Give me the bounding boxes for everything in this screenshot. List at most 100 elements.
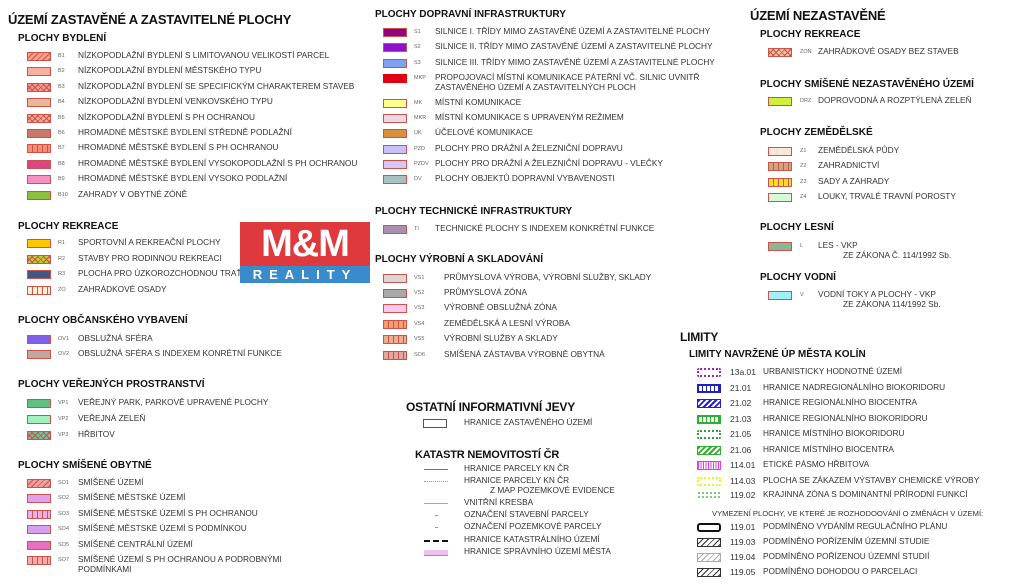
legend-swatch-icon [27,415,51,424]
legend-label-line: SPORTOVNÍ A REKREAČNÍ PLOCHY [78,237,221,247]
legend-label: HRANICE KATASTRÁLNÍHO ÚZEMÍ [464,534,600,545]
legend-code: VS1 [414,275,425,281]
legend-item: B8 HROMADNÉ MĚSTSKÉ BYDLENÍ VYSOKOPODLAŽN… [0,158,357,171]
delimitation-label: PODMÍNĚNO POŘÍZENOU ÚZEMNÍ STUDIÍ [763,551,930,561]
heading-limits-sub: LIMITY NAVRŽENÉ ÚP MĚSTA KOLÍN [689,349,866,360]
legend-label: NÍZKOPODLAŽNÍ BYDLENÍ S LIMITOVANOU VELI… [78,50,329,61]
heading-cadastre: KATASTR NEMOVITOSTÍ ČR [415,449,560,461]
legend-item: MKP PROPOJOVACÍ MÍSTNÍ KOMUNIKACE PÁTEŘNÍ… [0,72,699,91]
legend-code: B5 [58,115,65,121]
legend-swatch-icon [27,52,51,61]
limit-label: HRANICE MÍSTNÍHO BIOCENTRA [763,444,894,454]
limit-label: HRANICE NADREGIONÁLNÍHO BIOKORIDORU [763,382,946,392]
legend-swatch-icon [383,335,407,344]
legend-swatch-icon [27,175,51,184]
limit-symbol-icon [697,384,721,393]
legend-swatch-icon [383,99,407,108]
legend-label: NÍZKOPODLAŽNÍ BYDLENÍ SE SPECIFICKÝM CHA… [78,81,354,92]
legend-item: B3 NÍZKOPODLAŽNÍ BYDLENÍ SE SPECIFICKÝM C… [0,81,354,94]
legend-label-line: PROPOJOVACÍ MÍSTNÍ KOMUNIKACE PÁTEŘNÍ VČ… [435,72,700,82]
legend-code: B1 [58,53,65,59]
legend-item: HRANICE PARCELY KN ČR [0,463,569,476]
legend-item: SO4 SMÍŠENÉ MĚSTSKÉ ÚZEMÍ S PODMÍNKOU [0,523,247,536]
legend-item: S1 SILNICE I. TŘÍDY MIMO ZASTAVĚNÉ ÚZEMÍ … [0,26,710,39]
limit-code: 21.03 [730,414,752,424]
delimitation-note: VYMEZENÍ PLOCHY, VE KTERÉ JE ROZHODOOVÁN… [712,509,984,518]
legend-label: NÍZKOPODLAŽNÍ BYDLENÍ VENKOVSKÉHO TYPU [78,96,273,107]
group-heading: PLOCHY SMÍŠENÉ OBYTNÉ [18,460,152,471]
legend-label-line: HRANICE PARCELY KN ČR [464,463,570,473]
legend-label: SMÍŠENÁ ZÁSTAVBA VÝROBNĚ OBYTNÁ [444,349,605,360]
legend-label: DOPROVODNÁ A ROZPTÝLENÁ ZELEŇ [818,95,972,106]
legend-swatch-icon [383,59,407,68]
legend-label-line: SMÍŠENÉ ÚZEMÍ S PH OCHRANOU A PODROBNÝMI [78,554,282,564]
legend-label: ZAHRADNICTVÍ [818,160,879,171]
legend-label-line: HROMADNÉ MĚSTSKÉ BYDLENÍ S PH OCHRANOU [78,142,279,152]
legend-swatch-icon [27,556,51,565]
limit-code: 114.03 [730,476,756,486]
legend-label-line: ÚČELOVÉ KOMUNIKACE [435,127,533,137]
legend-label-line-2: PODMÍNKAMI [78,563,132,574]
legend-label-line: HRANICE PARCELY KN ČR [464,475,570,485]
legend-label: SILNICE II. TŘÍDY MIMO ZASTAVĚNÉ ÚZEMÍ A… [435,41,713,52]
legend-label-line: PLOCHA PRO ÚZKOROZCHODNOU TRAŤ [78,268,242,278]
legend-label: SMÍŠENÉ ÚZEMÍ S PH OCHRANOU A PODROBNÝMI… [78,554,282,574]
legend-swatch-icon [383,160,407,169]
heading-built-up: ÚZEMÍ ZASTAVĚNÉ A ZASTAVITELNÉ PLOCHY [8,12,292,27]
legend-code: B9 [58,176,65,182]
limit-symbol-icon [697,430,721,439]
legend-swatch-icon [768,178,792,187]
legend-code: MK [414,100,423,106]
group-heading: PLOCHY LESNÍ [760,222,834,233]
legend-swatch-icon [27,286,51,295]
legend-item: SO7 SMÍŠENÉ ÚZEMÍ S PH OCHRANOU A PODROBN… [0,554,282,573]
limit-code: 13a.01 [730,367,756,377]
limit-symbol-icon [697,491,721,500]
legend-label: PRŮMYSLOVÁ VÝROBA, VÝROBNÍ SLUŽBY, SKLAD… [444,272,651,283]
legend-code: OV2 [58,351,70,357]
legend-label-line: SADY A ZAHRADY [818,176,890,186]
legend-label: VODNÍ TOKY A PLOCHY - VKP ZE ZÁKONA 114/1… [818,289,941,309]
group-heading: PLOCHY VEŘEJNÝCH PROSTRANSTVÍ [18,379,205,390]
legend-code: B6 [58,130,65,136]
legend-label: VEŘEJNÝ PARK, PARKOVĚ UPRAVENÉ PLOCHY [78,397,268,408]
legend-swatch-icon [383,225,407,234]
limit-item: 114.03 PLOCHA SE ZÁKAZEM VÝSTAVBY CHEMICK… [0,475,979,488]
legend-item: Z3 SADY A ZAHRADY [0,176,889,189]
legend-swatch-icon [27,98,51,107]
line-symbol-icon [424,550,448,556]
delimitation-code: 119.03 [730,537,756,547]
legend-code: Z1 [800,148,807,154]
legend-label: OBSLUŽNÁ SFÉRA S INDEXEM KONRÉTNÍ FUNKCE [78,348,282,359]
legend-swatch-icon [27,239,51,248]
legend-label-line: SMÍŠENÉ MĚSTSKÉ ÚZEMÍ S PH OCHRANOU [78,508,258,518]
legend-swatch-icon [27,431,51,440]
line-symbol-icon [424,469,448,470]
limit-code: 21.06 [730,445,752,455]
legend-item: SO5 SMÍŠENÉ CENTRÁLNÍ ÚZEMÍ [0,539,193,552]
legend-label: NÍZKOPODLAŽNÍ BYDLENÍ MĚSTSKÉHO TYPU [78,65,261,76]
legend-swatch-icon [768,48,792,57]
legend-label: SMÍŠENÉ MĚSTSKÉ ÚZEMÍ S PH OCHRANOU [78,508,258,519]
legend-label-line: HROMADNÉ MĚSTSKÉ BYDLENÍ STŘEDNĚ PODLAŽN… [78,127,292,137]
legend-item: SO6 SMÍŠENÁ ZÁSTAVBA VÝROBNĚ OBYTNÁ [0,349,605,362]
legend-swatch-icon [27,350,51,359]
legend-label: SMÍŠENÉ MĚSTSKÉ ÚZEMÍ S PODMÍNKOU [78,523,247,534]
legend-label-line: SMÍŠENÉ MĚSTSKÉ ÚZEMÍ [78,492,186,502]
legend-swatch-icon [27,510,51,519]
legend-label: PLOCHA PRO ÚZKOROZCHODNOU TRAŤ [78,268,242,279]
heading-non-built: ÚZEMÍ NEZASTAVĚNÉ [750,8,886,23]
legend-item: B10 ZAHRADY V OBYTNÉ ZÓNĚ [0,189,187,202]
legend-swatch-icon [27,83,51,92]
limit-label: ETICKÉ PÁSMO HŘBITOVA [763,459,870,469]
legend-item: B1 NÍZKOPODLAŽNÍ BYDLENÍ S LIMITOVANOU VE… [0,50,329,63]
limit-code: 114.01 [730,460,756,470]
legend-swatch-icon [27,160,51,169]
legend-label: OZNAČENÍ STAVEBNÍ PARCELY [464,509,589,520]
limit-symbol-icon [697,399,721,408]
legend-label-line: ZAHRADY V OBYTNÉ ZÓNĚ [78,189,188,199]
legend-swatch-icon [27,479,51,488]
legend-label-line: SILNICE II. TŘÍDY MIMO ZASTAVĚNÉ ÚZEMÍ A… [435,41,713,51]
legend-label: TECHNICKÉ PLOCHY S INDEXEM KONKRÉTNÍ FUN… [435,223,654,234]
legend-item: OZNAČENÍ POZEMKOVÉ PARCELY [0,521,602,534]
